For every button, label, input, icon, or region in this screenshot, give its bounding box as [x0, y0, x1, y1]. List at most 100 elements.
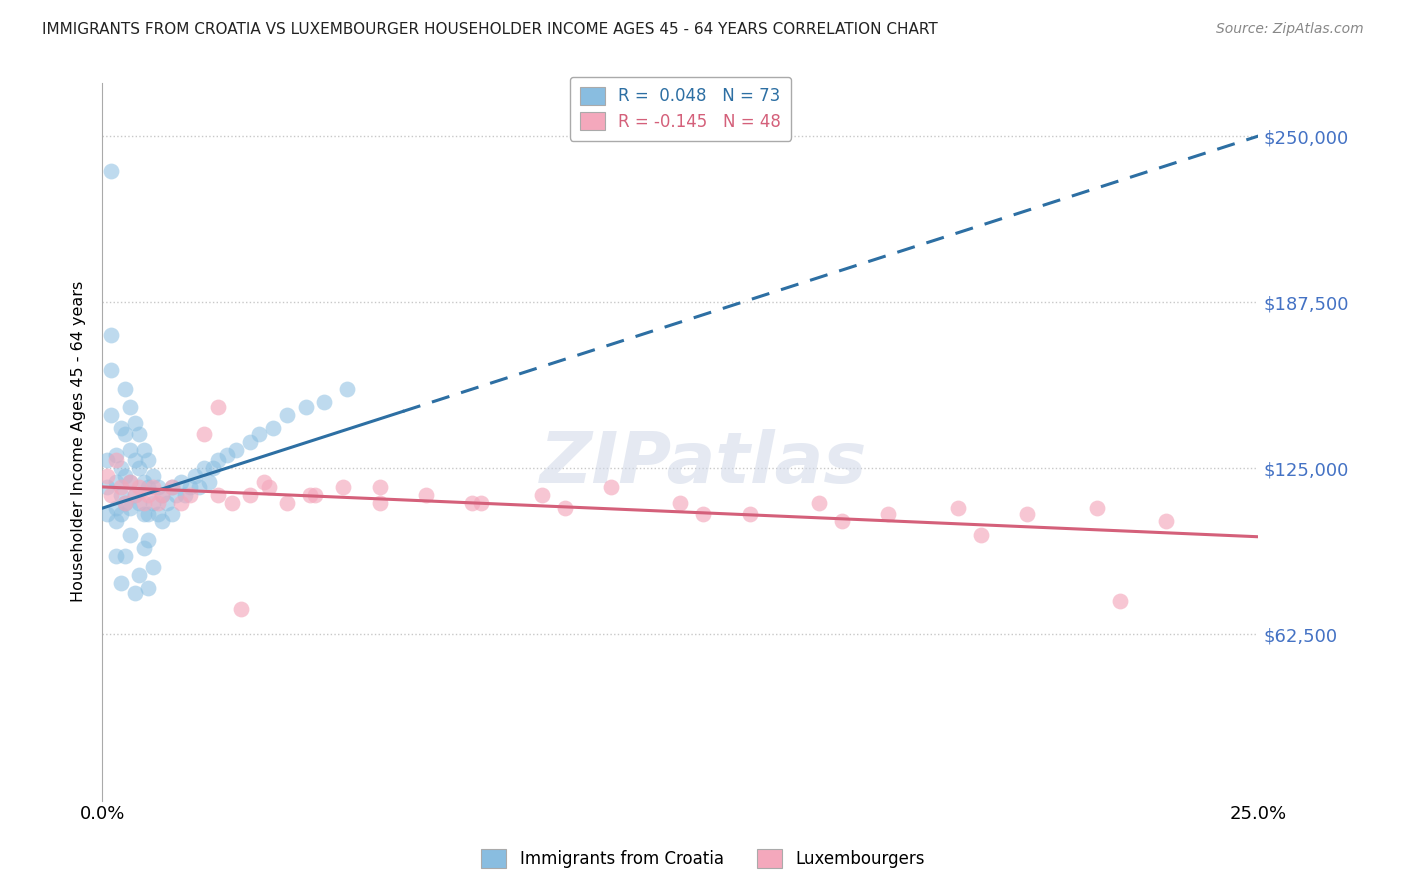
Point — [110, 461, 132, 475]
Point — [118, 442, 141, 457]
Point — [96, 480, 118, 494]
Point — [1017, 507, 1039, 521]
Point — [128, 461, 150, 475]
Point — [808, 496, 831, 510]
Point — [96, 469, 118, 483]
Point — [262, 421, 284, 435]
Point — [146, 507, 169, 521]
Point — [160, 507, 183, 521]
Point — [96, 453, 118, 467]
Point — [118, 400, 141, 414]
Point — [132, 475, 155, 489]
Point — [600, 480, 623, 494]
Point — [156, 496, 179, 510]
Point — [138, 581, 160, 595]
Point — [138, 507, 160, 521]
Point — [202, 461, 225, 475]
Point — [470, 496, 492, 510]
Point — [105, 501, 128, 516]
Point — [114, 469, 136, 483]
Point — [114, 496, 136, 510]
Point — [669, 496, 692, 510]
Point — [946, 501, 969, 516]
Point — [128, 567, 150, 582]
Point — [150, 488, 173, 502]
Point — [110, 575, 132, 590]
Point — [128, 496, 150, 510]
Point — [105, 549, 128, 563]
Point — [118, 528, 141, 542]
Point — [110, 488, 132, 502]
Point — [183, 469, 205, 483]
Point — [304, 488, 326, 502]
Point — [114, 426, 136, 441]
Point — [138, 480, 160, 494]
Point — [170, 475, 193, 489]
Point — [110, 421, 132, 435]
Point — [336, 382, 359, 396]
Point — [124, 488, 146, 502]
Point — [239, 488, 262, 502]
Point — [132, 496, 155, 510]
Point — [229, 602, 252, 616]
Point — [970, 528, 993, 542]
Point — [257, 480, 280, 494]
Point — [294, 400, 316, 414]
Point — [217, 448, 239, 462]
Point — [225, 442, 247, 457]
Point — [118, 475, 141, 489]
Point — [197, 475, 219, 489]
Point — [207, 488, 229, 502]
Point — [114, 382, 136, 396]
Point — [165, 488, 187, 502]
Point — [142, 469, 165, 483]
Point — [132, 507, 155, 521]
Point — [179, 488, 201, 502]
Point — [100, 163, 122, 178]
Point — [1085, 501, 1108, 516]
Point — [110, 507, 132, 521]
Point — [179, 480, 201, 494]
Point — [105, 448, 128, 462]
Point — [831, 515, 853, 529]
Point — [249, 426, 271, 441]
Point — [114, 496, 136, 510]
Point — [100, 408, 122, 422]
Point — [1154, 515, 1177, 529]
Point — [239, 434, 262, 449]
Point — [150, 488, 173, 502]
Point — [142, 480, 165, 494]
Point — [207, 400, 229, 414]
Point — [314, 395, 336, 409]
Point — [299, 488, 322, 502]
Point — [170, 496, 193, 510]
Legend: Immigrants from Croatia, Luxembourgers: Immigrants from Croatia, Luxembourgers — [475, 843, 931, 875]
Point — [138, 533, 160, 547]
Point — [132, 541, 155, 555]
Point — [877, 507, 900, 521]
Point — [174, 488, 197, 502]
Point — [276, 496, 298, 510]
Point — [105, 453, 128, 467]
Text: Source: ZipAtlas.com: Source: ZipAtlas.com — [1216, 22, 1364, 37]
Point — [692, 507, 714, 521]
Point — [96, 507, 118, 521]
Point — [253, 475, 276, 489]
Point — [124, 586, 146, 600]
Point — [1108, 594, 1130, 608]
Point — [221, 496, 243, 510]
Point — [738, 507, 761, 521]
Text: IMMIGRANTS FROM CROATIA VS LUXEMBOURGER HOUSEHOLDER INCOME AGES 45 - 64 YEARS CO: IMMIGRANTS FROM CROATIA VS LUXEMBOURGER … — [42, 22, 938, 37]
Point — [100, 488, 122, 502]
Point — [124, 488, 146, 502]
Point — [138, 488, 160, 502]
Point — [124, 416, 146, 430]
Point — [461, 496, 484, 510]
Point — [332, 480, 354, 494]
Point — [146, 496, 169, 510]
Point — [142, 559, 165, 574]
Point — [118, 501, 141, 516]
Legend: R =  0.048   N = 73, R = -0.145   N = 48: R = 0.048 N = 73, R = -0.145 N = 48 — [569, 77, 792, 141]
Point — [114, 549, 136, 563]
Point — [368, 496, 391, 510]
